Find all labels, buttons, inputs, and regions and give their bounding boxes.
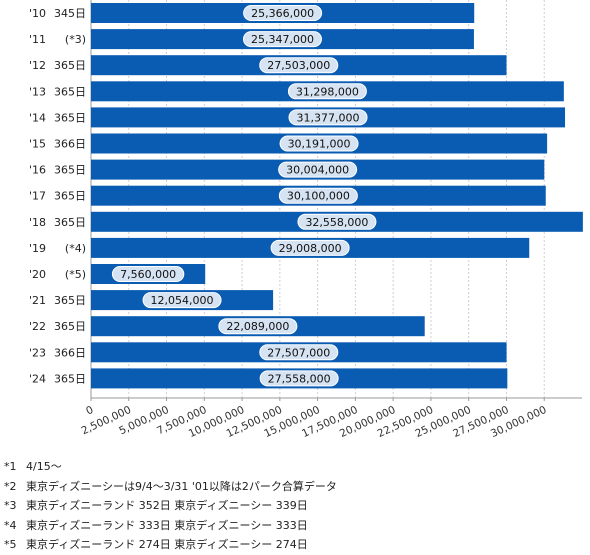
category-year-label: '19 bbox=[29, 242, 46, 255]
footnote-2: *2 東京ディズニーシーは9/4〜3/31 '01以降は2パーク合算データ bbox=[4, 477, 337, 497]
footnote-text: 東京ディズニーランド 333日 東京ディズニーシー 333日 bbox=[26, 518, 308, 532]
data-label-bg bbox=[270, 239, 350, 256]
footnote-text: 東京ディズニーランド 274日 東京ディズニーシー 274日 bbox=[26, 538, 308, 552]
y-axis-labels: '10 345日 '11 (*3) '12 365日 '13 365日 '14 365日 '15 36… bbox=[29, 7, 86, 385]
data-label-bg bbox=[243, 5, 323, 21]
category-days-label: 365日 bbox=[54, 216, 86, 229]
data-label-bg bbox=[287, 83, 367, 100]
footnote-4: *4 東京ディズニーランド 333日 東京ディズニーシー 333日 bbox=[4, 516, 337, 536]
footnote-mark: *2 bbox=[4, 479, 17, 493]
footnote-text: 東京ディズニーシーは9/4〜3/31 '01以降は2パーク合算データ bbox=[26, 479, 337, 493]
data-label-bg bbox=[278, 161, 358, 178]
data-label: 22,089,000 bbox=[226, 320, 289, 333]
category-days-label: (*3) bbox=[65, 33, 86, 46]
data-label-bg bbox=[242, 31, 322, 48]
footnote-mark: *5 bbox=[4, 538, 17, 552]
category-days-label: 366日 bbox=[54, 346, 86, 359]
category-days-label: 365日 bbox=[54, 190, 86, 203]
footnote-mark: *3 bbox=[4, 499, 17, 513]
category-year-label: '11 bbox=[29, 33, 46, 46]
data-label: 31,298,000 bbox=[296, 85, 359, 98]
x-axis: 02,500,0005,000,0007,500,00010,000,00012… bbox=[80, 398, 548, 440]
category-year-label: '20 bbox=[29, 268, 46, 281]
category-days-label: (*5) bbox=[65, 268, 86, 281]
category-year-label: '17 bbox=[29, 190, 46, 203]
data-label-bg bbox=[288, 109, 368, 126]
footnote-text: 4/15〜 bbox=[26, 460, 62, 473]
data-label: 7,560,000 bbox=[120, 268, 176, 281]
footnote-mark: *1 bbox=[4, 460, 17, 473]
category-days-label: 365日 bbox=[54, 59, 86, 72]
footnote-3: *3 東京ディズニーランド 352日 東京ディズニーシー 339日 bbox=[4, 496, 337, 516]
footnotes: *1 4/15〜 *2 東京ディズニーシーは9/4〜3/31 '01以降は2パーク合… bbox=[4, 457, 337, 555]
category-year-label: '21 bbox=[29, 294, 46, 307]
data-label: 30,191,000 bbox=[288, 138, 351, 151]
category-days-label: 366日 bbox=[54, 138, 86, 151]
data-label: 25,366,000 bbox=[251, 7, 314, 20]
data-label-bg bbox=[259, 57, 339, 74]
data-label: 29,008,000 bbox=[279, 242, 342, 255]
data-label-bg bbox=[111, 266, 185, 282]
data-label: 30,004,000 bbox=[286, 164, 349, 177]
category-days-label: 345日 bbox=[54, 7, 86, 20]
category-year-label: '15 bbox=[29, 138, 46, 151]
data-label-bg bbox=[279, 135, 359, 152]
category-days-label: 365日 bbox=[54, 294, 86, 307]
data-label: 27,503,000 bbox=[267, 59, 330, 72]
category-year-label: '12 bbox=[29, 59, 46, 72]
category-days-label: 365日 bbox=[54, 111, 86, 124]
data-label-bg bbox=[259, 370, 339, 387]
category-days-label: 365日 bbox=[54, 85, 86, 98]
x-tick-label: 0 bbox=[84, 404, 95, 418]
data-label-bg bbox=[259, 344, 339, 361]
footnote-1: *1 4/15〜 bbox=[4, 457, 337, 477]
category-year-label: '14 bbox=[29, 111, 46, 124]
data-label-bg bbox=[218, 318, 298, 335]
bar-chart: 25,366,000 25,347,000 27,503,000 31,298,000… bbox=[29, 0, 583, 440]
data-label: 12,054,000 bbox=[151, 294, 214, 307]
footnote-5: *5 東京ディズニーランド 274日 東京ディズニーシー 274日 bbox=[4, 535, 337, 555]
data-label: 25,347,000 bbox=[251, 33, 314, 46]
category-year-label: '24 bbox=[29, 372, 46, 385]
footnote-text: 東京ディズニーランド 352日 東京ディズニーシー 339日 bbox=[26, 499, 308, 513]
category-year-label: '13 bbox=[29, 85, 46, 98]
category-days-label: 365日 bbox=[54, 320, 86, 333]
category-year-label: '23 bbox=[29, 346, 46, 359]
category-days-label: 365日 bbox=[54, 164, 86, 177]
data-label: 31,377,000 bbox=[297, 111, 360, 124]
data-label: 27,558,000 bbox=[268, 372, 331, 385]
category-year-label: '22 bbox=[29, 320, 46, 333]
data-label-bg bbox=[297, 213, 377, 230]
category-days-label: (*4) bbox=[65, 242, 86, 255]
data-label: 30,100,000 bbox=[287, 190, 350, 203]
data-label: 32,558,000 bbox=[305, 216, 368, 229]
category-year-label: '18 bbox=[29, 216, 46, 229]
data-label: 27,507,000 bbox=[267, 346, 330, 359]
footnote-mark: *4 bbox=[4, 518, 17, 532]
data-label-bg bbox=[142, 292, 222, 309]
bars: 25,366,000 25,347,000 27,503,000 31,298,000… bbox=[91, 3, 583, 389]
data-label-bg bbox=[278, 187, 358, 204]
category-days-label: 365日 bbox=[54, 372, 86, 385]
category-year-label: '16 bbox=[29, 164, 46, 177]
category-year-label: '10 bbox=[29, 7, 46, 20]
